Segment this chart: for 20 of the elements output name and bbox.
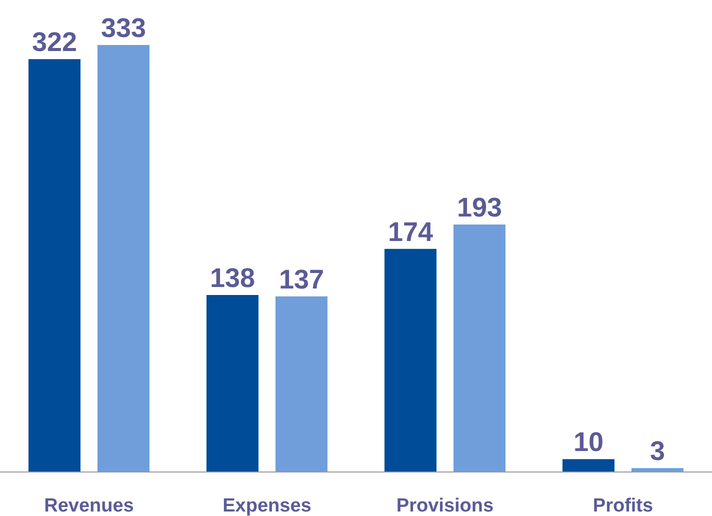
data-label: 322 xyxy=(32,27,78,58)
data-label: 333 xyxy=(100,13,146,43)
x-tick-label: Revenues xyxy=(44,495,134,516)
bar xyxy=(28,59,80,472)
data-label: 193 xyxy=(456,192,502,223)
bar xyxy=(562,459,614,472)
bar xyxy=(453,224,506,472)
data-label: 174 xyxy=(388,216,434,247)
bar xyxy=(97,45,150,472)
x-tick-label: Profits xyxy=(592,495,654,516)
data-label: 10 xyxy=(573,427,604,458)
data-label: 3 xyxy=(650,436,665,466)
data-label: 138 xyxy=(210,263,256,294)
x-tick-label: Expenses xyxy=(222,495,312,516)
bar xyxy=(275,296,328,472)
bar xyxy=(631,468,684,472)
bar xyxy=(384,248,436,472)
data-label: 137 xyxy=(278,264,324,294)
bar xyxy=(206,295,258,472)
x-tick-label: Provisions xyxy=(396,495,494,516)
